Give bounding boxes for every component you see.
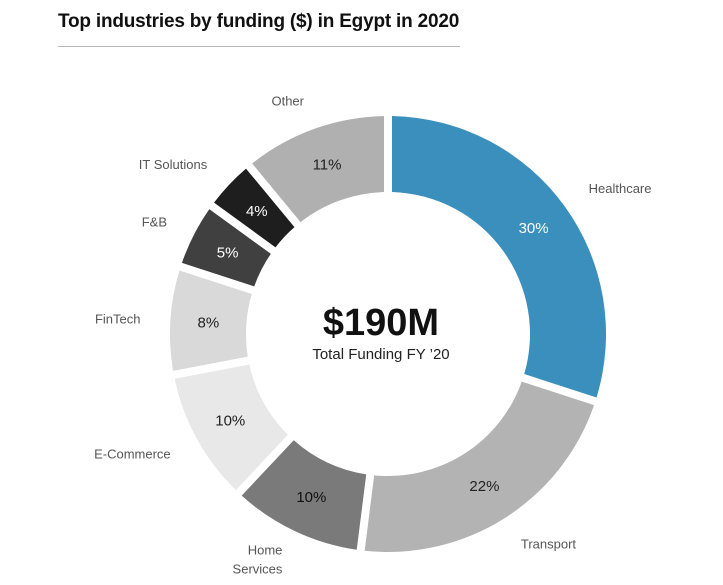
center-total-value: $190M bbox=[323, 302, 439, 344]
category-label-it-solutions: IT Solutions bbox=[139, 157, 208, 172]
slice-value-healthcare: 30% bbox=[519, 220, 549, 237]
slice-value-other: 11% bbox=[313, 157, 342, 174]
slice-e-commerce bbox=[174, 364, 288, 491]
category-label-other: Other bbox=[271, 94, 304, 109]
slice-value-transport: 22% bbox=[469, 478, 499, 495]
title-divider bbox=[58, 46, 460, 47]
slice-healthcare bbox=[391, 116, 606, 398]
slice-value-fintech: 8% bbox=[198, 315, 220, 332]
slice-value-home-services: 10% bbox=[296, 489, 326, 506]
slice-f-b bbox=[181, 209, 271, 287]
slice-other bbox=[252, 116, 385, 223]
slice-value-it-solutions: 4% bbox=[246, 203, 268, 220]
category-label-f-b: F&B bbox=[142, 214, 167, 229]
chart-title: Top industries by funding ($) in Egypt i… bbox=[58, 11, 460, 32]
slice-home-services bbox=[241, 440, 367, 550]
slice-transport bbox=[364, 381, 595, 552]
category-label-e-commerce: E-Commerce bbox=[94, 446, 171, 461]
slice-value-f-b: 5% bbox=[217, 244, 239, 261]
slice-fintech bbox=[170, 270, 252, 371]
category-label-healthcare: Healthcare bbox=[589, 181, 652, 196]
slice-it-solutions bbox=[214, 168, 295, 248]
category-label-transport: Transport bbox=[521, 536, 577, 551]
category-label-home-services: Home Services bbox=[233, 542, 283, 576]
slice-value-e-commerce: 10% bbox=[215, 413, 245, 430]
center-total-caption: Total Funding FY ’20 bbox=[312, 346, 449, 363]
category-label-fintech: FinTech bbox=[95, 311, 141, 326]
